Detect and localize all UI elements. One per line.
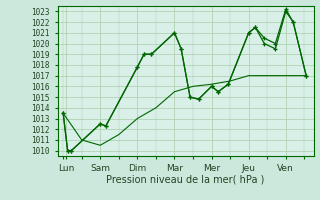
X-axis label: Pression niveau de la mer( hPa ): Pression niveau de la mer( hPa )	[107, 174, 265, 184]
